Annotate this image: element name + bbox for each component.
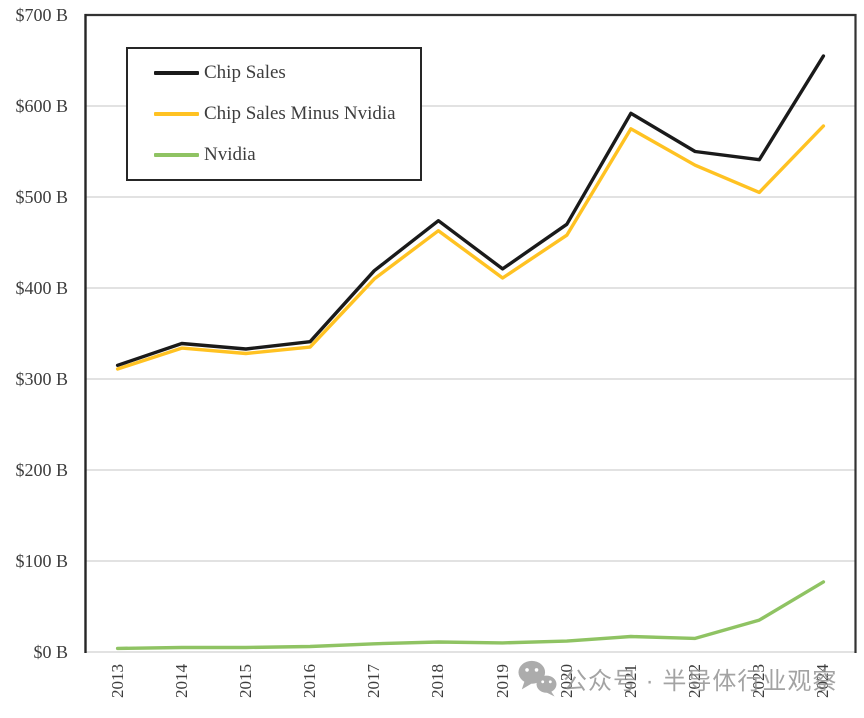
series-line-chip-sales xyxy=(115,54,826,367)
y-tick-label: $100 B xyxy=(15,551,68,571)
y-tick-label: $500 B xyxy=(15,187,68,207)
x-tick-label: 2019 xyxy=(492,664,512,698)
x-tick-label: 2017 xyxy=(364,664,384,698)
y-tick-label: $400 B xyxy=(15,278,68,298)
y-tick-label: $0 B xyxy=(33,642,68,662)
series-line-nvidia xyxy=(115,580,826,651)
x-tick-label: 2016 xyxy=(300,664,320,698)
y-tick-label: $600 B xyxy=(15,96,68,116)
legend-item: Nvidia xyxy=(154,144,420,166)
x-tick-label: 2014 xyxy=(171,664,191,698)
legend-label: Nvidia xyxy=(204,144,256,165)
x-tick-label: 2024 xyxy=(813,664,833,698)
legend-label: Chip Sales xyxy=(204,62,286,83)
x-tick-label: 2013 xyxy=(107,664,127,698)
y-tick-label: $700 B xyxy=(15,5,68,25)
y-tick-label: $300 B xyxy=(15,369,68,389)
y-tick-label: $200 B xyxy=(15,460,68,480)
legend-item: Chip Sales Minus Nvidia xyxy=(154,103,420,125)
x-tick-label: 2023 xyxy=(749,664,769,698)
legend-line-sample xyxy=(154,153,199,157)
series-line-chip-sales-minus-nvidia xyxy=(115,124,826,371)
x-tick-label: 2022 xyxy=(685,664,705,698)
x-tick-label: 2015 xyxy=(235,664,255,698)
x-tick-label: 2018 xyxy=(428,664,448,698)
chart-legend: Chip Sales Chip Sales Minus Nvidia Nvidi… xyxy=(126,47,422,181)
legend-label: Chip Sales Minus Nvidia xyxy=(204,103,396,124)
legend-item: Chip Sales xyxy=(154,62,420,84)
legend-line-sample xyxy=(154,71,199,75)
x-tick-label: 2021 xyxy=(620,664,640,698)
x-tick-label: 2020 xyxy=(556,664,576,698)
legend-line-sample xyxy=(154,112,199,116)
